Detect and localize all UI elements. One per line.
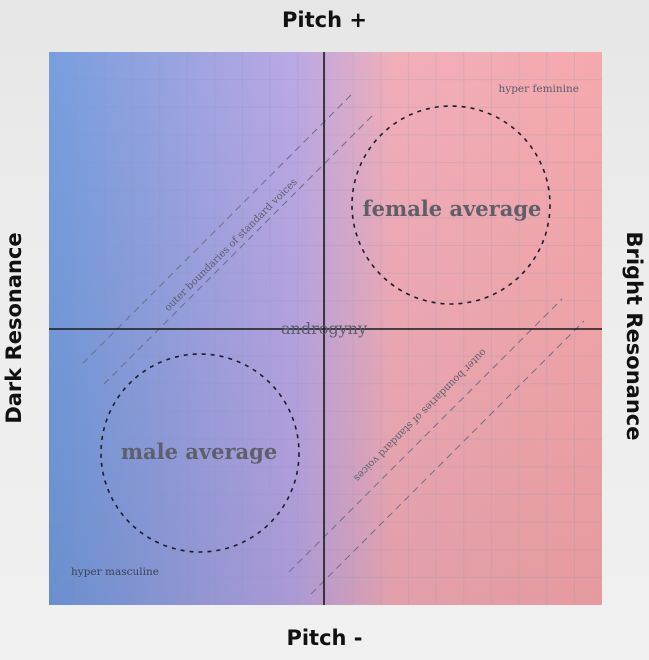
lower-boundary-line-outer — [310, 320, 585, 595]
androgyny-label: androgyny — [281, 319, 367, 338]
dark-resonance-title: Dark Resonance — [2, 232, 26, 424]
upper-boundary-line-inner — [103, 112, 376, 385]
male-average-label: male average — [121, 439, 277, 464]
female-average-label: female average — [363, 196, 542, 221]
lower-boundary-line-inner — [288, 298, 563, 573]
male-average-circle — [100, 353, 300, 553]
upper-boundary-line-outer — [82, 91, 355, 364]
hyper-masculine-label: hyper masculine — [71, 566, 159, 578]
hyper-feminine-label: hyper feminine — [499, 83, 580, 95]
pitch-plus-title: Pitch + — [282, 8, 367, 32]
pitch-minus-title: Pitch - — [286, 626, 363, 650]
bright-resonance-title: Bright Resonance — [622, 231, 646, 441]
upper-boundary-lines — [82, 91, 376, 385]
female-average-circle — [351, 105, 551, 305]
voice-chart-svg: female average male average androgyny hy… — [49, 52, 602, 605]
lower-boundary-lines — [288, 298, 585, 595]
voice-chart: female average male average androgyny hy… — [49, 52, 602, 605]
